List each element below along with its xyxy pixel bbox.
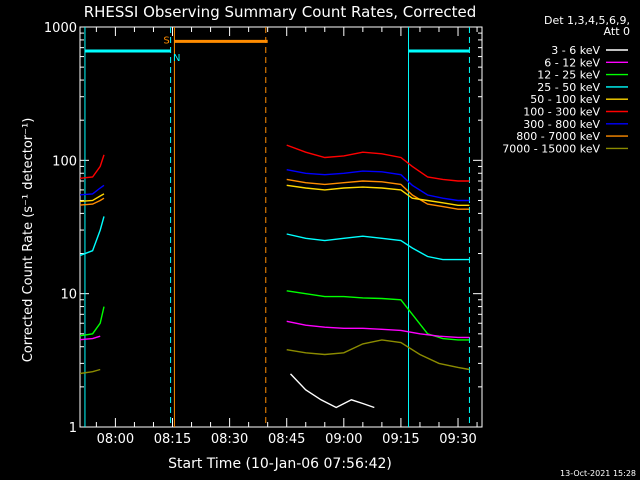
- series-line: [286, 178, 470, 210]
- interval-label: N: [173, 53, 180, 64]
- legend-label: 12 - 25 keV: [537, 69, 600, 82]
- x-tick-label: 08:30: [211, 432, 248, 447]
- series-line: [80, 306, 105, 337]
- series-line: [80, 368, 101, 375]
- legend-header: Att 0: [604, 25, 630, 38]
- legend-header: Det 1,3,4,5,6,9,: [544, 14, 630, 27]
- series-line: [286, 184, 470, 207]
- series-line: [286, 144, 470, 182]
- chart-title: RHESSI Observing Summary Count Rates, Co…: [84, 3, 477, 21]
- series-line: [80, 193, 105, 203]
- y-tick-label: 10: [60, 288, 77, 303]
- x-tick-label: 08:00: [97, 432, 134, 447]
- legend-label: 3 - 6 keV: [551, 44, 600, 57]
- legend-label: 6 - 12 keV: [544, 56, 600, 69]
- legend-label: 100 - 300 keV: [523, 106, 600, 119]
- series-line: [80, 197, 105, 206]
- y-tick-label: 100: [52, 154, 77, 169]
- generation-timestamp: 13-Oct-2021 15:28: [560, 469, 636, 478]
- series-line: [80, 216, 105, 257]
- y-axis-label: Corrected Count Rate (s⁻¹ detector⁻¹): [21, 118, 36, 363]
- legend-label: 7000 - 15000 keV: [502, 142, 600, 155]
- series-line: [80, 335, 101, 341]
- x-tick-label: 08:15: [154, 432, 191, 447]
- legend-label: 800 - 7000 keV: [516, 130, 600, 143]
- x-tick-label: 09:00: [325, 432, 362, 447]
- axes-frame: [79, 26, 483, 428]
- legend-label: 25 - 50 keV: [537, 81, 600, 94]
- y-tick-label: 1: [69, 421, 77, 436]
- legend-label: 50 - 100 keV: [530, 93, 600, 106]
- x-axis-label: Start Time (10-Jan-06 07:56:42): [168, 456, 392, 472]
- y-tick-label: 1000: [44, 21, 77, 36]
- series-line: [286, 290, 470, 341]
- series-line: [80, 154, 105, 180]
- plot-area: 1 10 100 1000 08:00 08:15 08:30 08:45 09:00 09:15…: [44, 21, 483, 447]
- series-line: [80, 184, 105, 196]
- legend-label: 300 - 800 keV: [523, 118, 600, 131]
- series-line: [286, 233, 470, 261]
- interval-label: S: [163, 35, 169, 46]
- x-tick-label: 09:15: [382, 432, 419, 447]
- series-line: [286, 320, 470, 339]
- series-line: [286, 169, 470, 202]
- x-tick-label: 08:45: [268, 432, 305, 447]
- series-line: [289, 373, 375, 409]
- series-line: [286, 339, 470, 371]
- x-tick-label: 09:30: [439, 432, 476, 447]
